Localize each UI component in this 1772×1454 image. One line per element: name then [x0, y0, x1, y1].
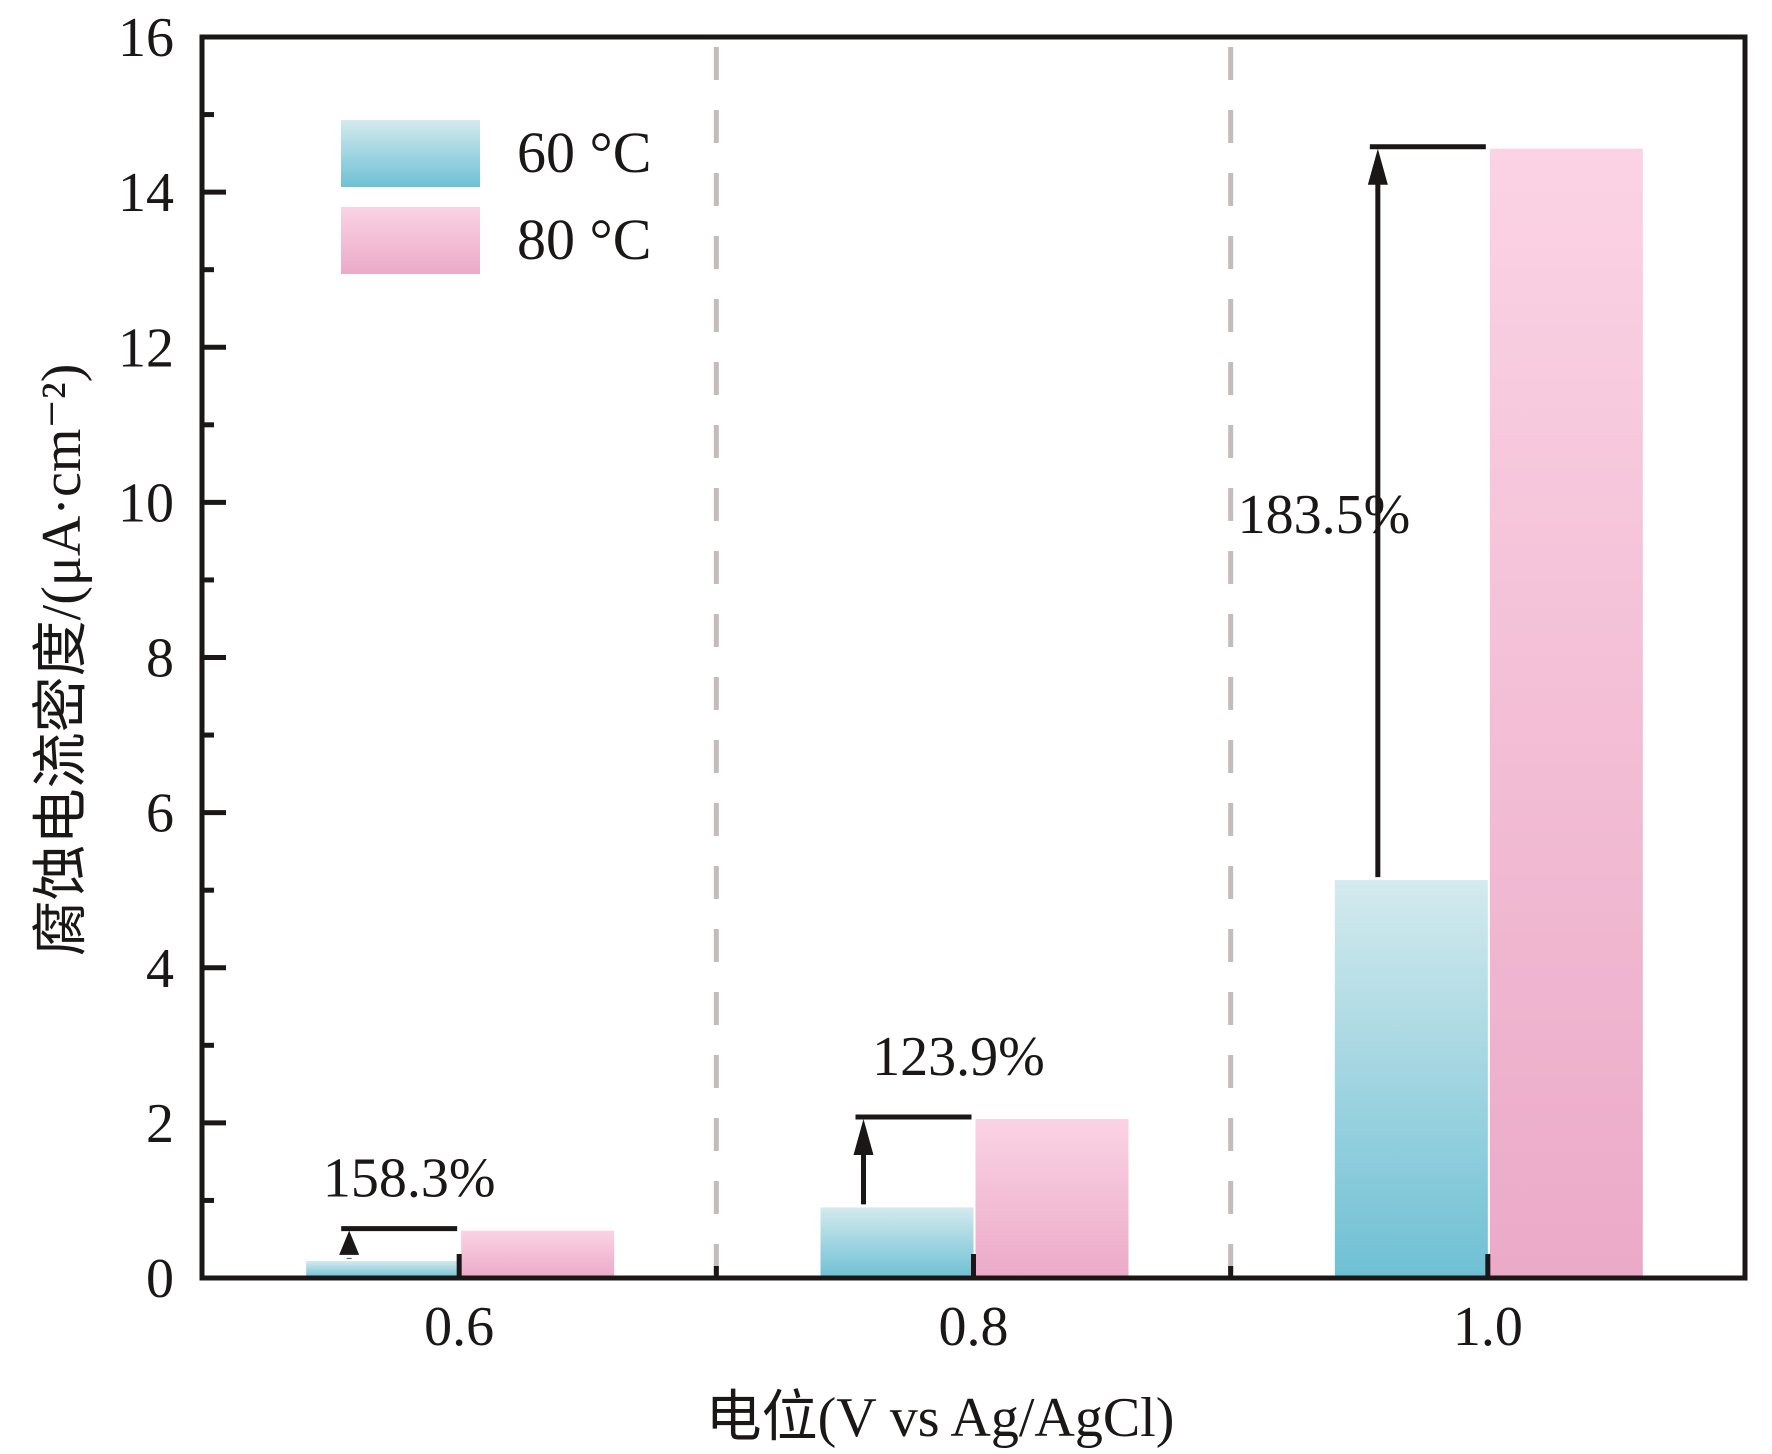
y-tick-label: 12	[118, 317, 174, 379]
legend: 60 °C 80 °C	[341, 120, 651, 274]
x-axis-ticks: 0.6 0.8 1.0	[424, 1254, 1523, 1358]
annotation-arrow-icon	[339, 1230, 360, 1255]
bar-60C-1.0	[1334, 880, 1488, 1278]
y-tick-label: 14	[118, 162, 174, 224]
legend-swatch	[341, 120, 480, 187]
y-axis-label: 腐蚀电流密度/(μA·cm⁻²)	[31, 364, 93, 957]
bar-80C-1.0	[1489, 148, 1643, 1279]
y-tick-label: 10	[118, 472, 174, 534]
group-separators	[713, 47, 1234, 1273]
y-tick-label: 0	[146, 1248, 174, 1310]
bar-60C-0.6	[306, 1260, 460, 1278]
legend-label: 80 °C	[517, 207, 651, 272]
x-axis-label: 电位(V vs Ag/AgCl)	[706, 1387, 1175, 1449]
x-tick-label: 1.0	[1453, 1296, 1523, 1358]
y-axis-ticks: 0 2 4 6 8 10 12 14 16	[118, 7, 226, 1310]
annotation-arrow-icon	[1367, 148, 1388, 185]
y-tick-label: 2	[146, 1093, 174, 1155]
x-tick-label: 0.6	[424, 1296, 494, 1358]
y-tick-label: 8	[146, 628, 174, 690]
annotation-arrow-icon	[853, 1118, 874, 1155]
y-tick-label: 4	[146, 938, 174, 1000]
annotation-label: 183.5%	[1238, 484, 1411, 546]
legend-label: 60 °C	[517, 120, 651, 185]
annotation-label: 123.9%	[872, 1026, 1045, 1088]
y-tick-label: 16	[118, 7, 174, 69]
annotation-label: 158.3%	[323, 1148, 496, 1210]
legend-swatch	[341, 207, 480, 274]
y-tick-label: 6	[146, 783, 174, 845]
bar-60C-0.8	[820, 1207, 974, 1278]
bar-80C-0.6	[461, 1230, 615, 1278]
x-tick-label: 0.8	[939, 1296, 1009, 1358]
bars	[306, 148, 1643, 1279]
bar-80C-0.8	[975, 1118, 1129, 1278]
annotations: 158.3% 123.9% 183.5%	[323, 144, 1486, 1259]
